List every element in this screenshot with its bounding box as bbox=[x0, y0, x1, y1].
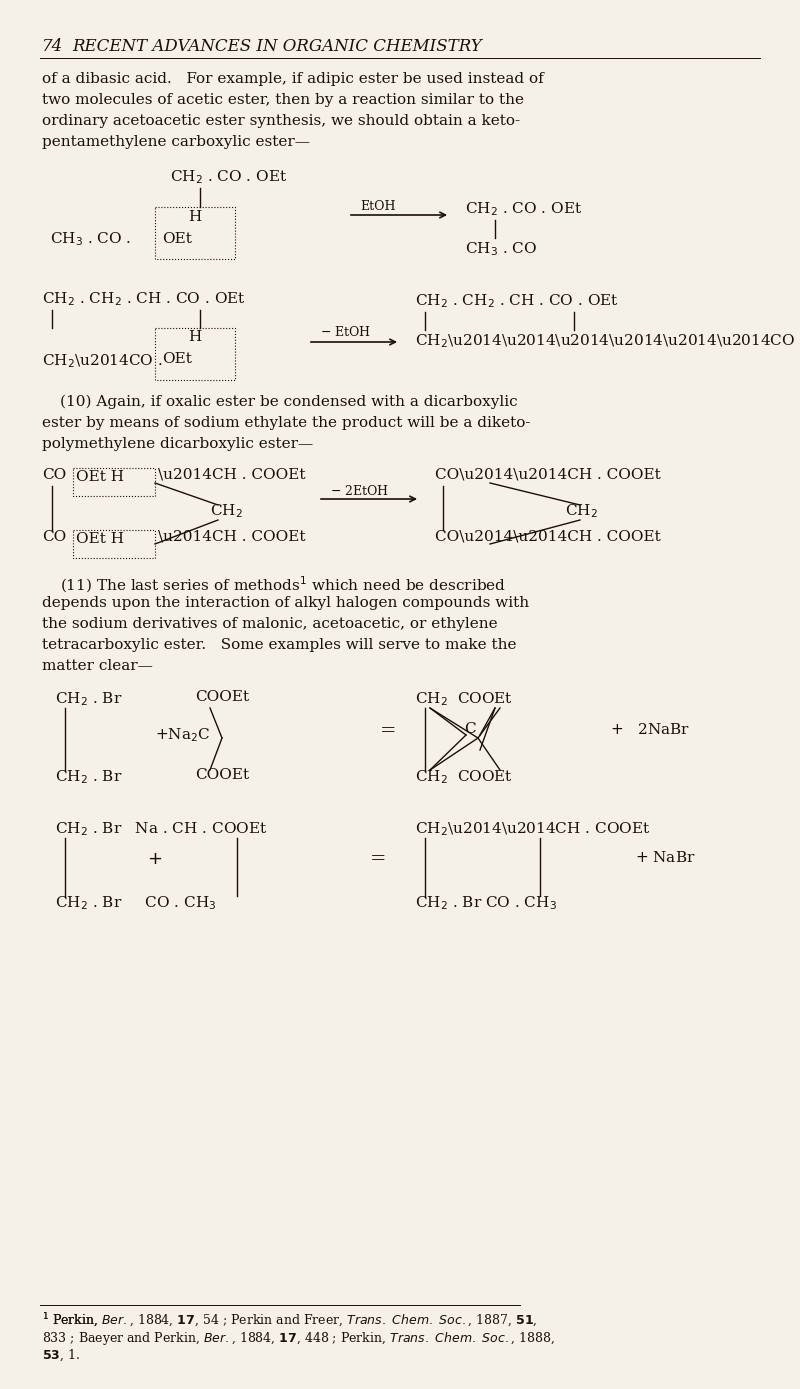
Text: H: H bbox=[188, 210, 202, 224]
Text: CH$_2$\u2014\u2014\u2014\u2014\u2014\u2014CO: CH$_2$\u2014\u2014\u2014\u2014\u2014\u20… bbox=[415, 332, 795, 350]
Text: ordinary acetoacetic ester synthesis, we should obtain a keto-: ordinary acetoacetic ester synthesis, we… bbox=[42, 114, 520, 128]
Text: CO\u2014\u2014CH . COOEt: CO\u2014\u2014CH . COOEt bbox=[435, 531, 661, 544]
Text: OEt: OEt bbox=[162, 232, 192, 246]
Text: OEt H: OEt H bbox=[76, 469, 124, 483]
Text: CH$_2$\u2014CO .: CH$_2$\u2014CO . bbox=[42, 351, 162, 369]
Text: =: = bbox=[380, 722, 397, 740]
Text: H: H bbox=[188, 331, 202, 344]
Text: 833 ; Baeyer and Perkin, $Ber.$, 1884, $\bf{17}$, 448 ; Perkin, $Trans.\ Chem.\ : 833 ; Baeyer and Perkin, $Ber.$, 1884, $… bbox=[42, 1331, 555, 1347]
Text: $+$Na$_2$C: $+$Na$_2$C bbox=[155, 726, 210, 743]
Bar bbox=[155, 328, 235, 381]
Bar bbox=[155, 207, 235, 258]
Text: depends upon the interaction of alkyl halogen compounds with: depends upon the interaction of alkyl ha… bbox=[42, 596, 529, 610]
Text: \u2014CH . COOEt: \u2014CH . COOEt bbox=[158, 468, 306, 482]
Text: $-$ EtOH: $-$ EtOH bbox=[320, 325, 371, 339]
Text: =: = bbox=[370, 850, 386, 868]
Text: CH$_2$ . CH$_2$ . CH . CO . OEt: CH$_2$ . CH$_2$ . CH . CO . OEt bbox=[415, 292, 618, 310]
Text: CH$_2$\u2014\u2014CH . COOEt: CH$_2$\u2014\u2014CH . COOEt bbox=[415, 820, 650, 838]
Text: \u2014CH . COOEt: \u2014CH . COOEt bbox=[158, 531, 306, 544]
Text: COOEt: COOEt bbox=[195, 690, 249, 704]
Text: CH$_2$: CH$_2$ bbox=[565, 501, 598, 519]
Text: CO\u2014\u2014CH . COOEt: CO\u2014\u2014CH . COOEt bbox=[435, 468, 661, 482]
Text: two molecules of acetic ester, then by a reaction similar to the: two molecules of acetic ester, then by a… bbox=[42, 93, 524, 107]
Bar bbox=[73, 531, 155, 558]
Text: $\bf{53}$, 1.: $\bf{53}$, 1. bbox=[42, 1347, 80, 1364]
Text: CH$_2$ . CO . OEt: CH$_2$ . CO . OEt bbox=[465, 200, 582, 218]
Text: tetracarboxylic ester.   Some examples will serve to make the: tetracarboxylic ester. Some examples wil… bbox=[42, 638, 517, 651]
Text: (10) Again, if oxalic ester be condensed with a dicarboxylic: (10) Again, if oxalic ester be condensed… bbox=[60, 394, 518, 410]
Text: (11) The last series of methods$^1$ which need be described: (11) The last series of methods$^1$ whic… bbox=[60, 575, 506, 596]
Text: pentamethylene carboxylic ester—: pentamethylene carboxylic ester— bbox=[42, 135, 310, 149]
Bar bbox=[73, 468, 155, 496]
Text: RECENT ADVANCES IN ORGANIC CHEMISTRY: RECENT ADVANCES IN ORGANIC CHEMISTRY bbox=[72, 38, 482, 56]
Text: CH$_2$: CH$_2$ bbox=[210, 501, 242, 519]
Text: CH$_3$ . CO: CH$_3$ . CO bbox=[465, 240, 538, 258]
Text: C: C bbox=[464, 722, 476, 736]
Text: matter clear—: matter clear— bbox=[42, 658, 153, 674]
Text: OEt H: OEt H bbox=[76, 532, 124, 546]
Text: CH$_2$ . Br: CH$_2$ . Br bbox=[55, 768, 122, 786]
Text: polymethylene dicarboxylic ester—: polymethylene dicarboxylic ester— bbox=[42, 438, 314, 451]
Text: CO: CO bbox=[42, 468, 66, 482]
Text: CH$_2$  COOEt: CH$_2$ COOEt bbox=[415, 690, 513, 708]
Text: of a dibasic acid.   For example, if adipic ester be used instead of: of a dibasic acid. For example, if adipi… bbox=[42, 72, 544, 86]
Text: CO: CO bbox=[42, 531, 66, 544]
Text: $+$: $+$ bbox=[147, 850, 162, 868]
Text: EtOH: EtOH bbox=[360, 200, 395, 213]
Text: CH$_2$ . CO . OEt: CH$_2$ . CO . OEt bbox=[170, 168, 287, 186]
Text: 74: 74 bbox=[42, 38, 63, 56]
Text: $-$ 2EtOH: $-$ 2EtOH bbox=[330, 483, 389, 499]
Text: $^1$ Perkin,: $^1$ Perkin, bbox=[42, 1313, 99, 1331]
Text: CH$_2$ . Br     CO . CH$_3$: CH$_2$ . Br CO . CH$_3$ bbox=[55, 895, 216, 911]
Text: CH$_2$ . Br CO . CH$_3$: CH$_2$ . Br CO . CH$_3$ bbox=[415, 895, 557, 911]
Text: COOEt: COOEt bbox=[195, 768, 249, 782]
Text: the sodium derivatives of malonic, acetoacetic, or ethylene: the sodium derivatives of malonic, aceto… bbox=[42, 617, 498, 631]
Text: $^1$ Perkin, $Ber.$, 1884, $\bf{17}$, 54 ; Perkin and Freer, $Trans.\ Chem.\ Soc: $^1$ Perkin, $Ber.$, 1884, $\bf{17}$, 54… bbox=[42, 1313, 538, 1331]
Text: $+$   2NaBr: $+$ 2NaBr bbox=[610, 722, 690, 738]
Text: CH$_2$ . Br: CH$_2$ . Br bbox=[55, 690, 122, 708]
Text: CH$_2$ . Br   Na . CH . COOEt: CH$_2$ . Br Na . CH . COOEt bbox=[55, 820, 267, 838]
Text: ester by means of sodium ethylate the product will be a diketo-: ester by means of sodium ethylate the pr… bbox=[42, 415, 530, 431]
Text: $+$ NaBr: $+$ NaBr bbox=[635, 850, 695, 865]
Text: CH$_3$ . CO .: CH$_3$ . CO . bbox=[50, 231, 131, 247]
Text: OEt: OEt bbox=[162, 351, 192, 365]
Text: CH$_2$ . CH$_2$ . CH . CO . OEt: CH$_2$ . CH$_2$ . CH . CO . OEt bbox=[42, 290, 246, 308]
Text: CH$_2$  COOEt: CH$_2$ COOEt bbox=[415, 768, 513, 786]
